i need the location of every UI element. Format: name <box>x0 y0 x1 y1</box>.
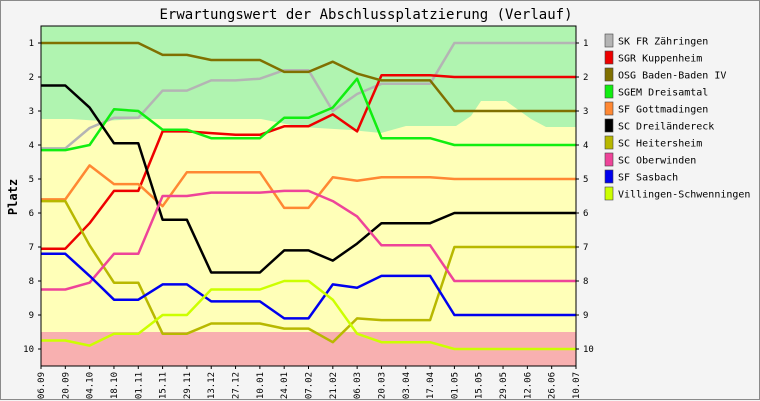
legend-label: SGR Kuppenheim <box>618 54 702 65</box>
legend-swatch <box>604 101 614 116</box>
legend-swatch <box>604 118 614 133</box>
series-line-8 <box>41 252 576 320</box>
x-tick-label: 01.05 <box>450 372 460 399</box>
legend-label: OSG Baden-Baden IV <box>618 71 726 82</box>
series-line-7 <box>41 189 576 291</box>
series-line-3 <box>41 77 576 152</box>
x-tick-label: 26.06 <box>548 372 558 399</box>
y-tick-label-left: 10 <box>23 345 34 355</box>
series-lines <box>41 41 576 351</box>
legend-swatch <box>604 67 614 82</box>
x-tick-label: 10.01 <box>256 372 266 399</box>
series-line-4 <box>41 164 576 210</box>
x-tick-label: 15.05 <box>475 372 485 399</box>
legend-label: SC Heitersheim <box>618 139 702 150</box>
y-tick-label-right: 4 <box>583 141 588 151</box>
legend-swatch <box>604 152 614 167</box>
legend-swatch <box>604 50 614 65</box>
y-tick-label-left: 8 <box>29 277 34 287</box>
x-tick-label: 13.12 <box>207 372 217 399</box>
x-tick-label: 10.07 <box>572 372 582 399</box>
series-line-2 <box>41 41 576 113</box>
y-tick-label-left: 2 <box>29 73 34 83</box>
x-tick-label: 07.02 <box>305 372 315 399</box>
x-tick-label: 03.04 <box>402 372 412 399</box>
x-tick-label: 01.11 <box>134 372 144 399</box>
y-tick-label-left: 4 <box>29 141 34 151</box>
x-tick-label: 27.12 <box>232 372 242 399</box>
y-tick-label-left: 7 <box>29 243 34 253</box>
y-tick-label-left: 9 <box>29 311 34 321</box>
legend-swatch <box>604 33 614 48</box>
legend-swatch <box>604 84 614 99</box>
x-tick-label: 21.02 <box>329 372 339 399</box>
legend-label: SC Oberwinden <box>618 156 696 167</box>
y-axis-label: Platz <box>6 179 20 215</box>
legend-swatch <box>604 135 614 150</box>
x-tick-label: 04.10 <box>86 372 96 399</box>
y-tick-label-right: 5 <box>583 175 588 185</box>
y-tick-label-right: 8 <box>583 277 588 287</box>
legend-label: SF Gottmadingen <box>618 105 708 116</box>
x-tick-label: 06.03 <box>353 372 363 399</box>
y-tick-label-right: 2 <box>583 73 588 83</box>
y-tick-label-left: 5 <box>29 175 34 185</box>
y-tick-label-right: 6 <box>583 209 588 219</box>
x-tick-label: 06.09 <box>37 372 47 399</box>
y-tick-label-right: 1 <box>583 39 588 49</box>
series-line-5 <box>41 84 576 274</box>
y-tick-label-right: 7 <box>583 243 588 253</box>
legend-label: SK FR Zähringen <box>618 37 708 48</box>
y-tick-label-left: 3 <box>29 107 34 117</box>
legend-swatch <box>604 169 614 184</box>
zone-backgrounds <box>41 26 576 366</box>
legend-label: Villingen-Schwenningen <box>618 190 750 201</box>
series-line-0 <box>41 41 576 150</box>
x-tick-label: 18.10 <box>110 372 120 399</box>
x-tick-label: 17.04 <box>426 372 436 399</box>
legend: SK FR Zähringen SGR Kuppenheim OSG Baden-B… <box>604 33 750 201</box>
series-line-6 <box>41 199 576 344</box>
y-tick-label-right: 10 <box>583 345 594 355</box>
zone-top <box>41 26 576 133</box>
x-tick-label: 24.01 <box>280 372 290 399</box>
x-tick-label: 29.11 <box>183 372 193 399</box>
y-tick-label-right: 3 <box>583 107 588 117</box>
y-tick-label-left: 6 <box>29 209 34 219</box>
legend-label: SC Dreiländereck <box>618 122 714 133</box>
legend-swatch <box>604 186 614 201</box>
series-line-1 <box>41 74 576 250</box>
x-tick-label: 20.09 <box>61 372 71 399</box>
y-tick-label-right: 9 <box>583 311 588 321</box>
y-tick-label-left: 1 <box>29 39 34 49</box>
x-tick-label: 20.03 <box>378 372 388 399</box>
legend-label: SF Sasbach <box>618 173 678 184</box>
chart-title: Erwartungswert der Abschlussplatzierung … <box>159 7 572 23</box>
axes: 1 1 2 2 3 3 4 4 5 5 6 6 7 7 8 8 9 9 10 10 06.09 20.09 04.10 18.… <box>23 25 594 399</box>
series-line-9 <box>41 279 576 351</box>
legend-label: SGEM Dreisamtal <box>618 88 708 99</box>
x-tick-label: 12.06 <box>523 372 533 399</box>
x-tick-label: 15.11 <box>159 372 169 399</box>
x-tick-label: 29.05 <box>499 372 509 399</box>
